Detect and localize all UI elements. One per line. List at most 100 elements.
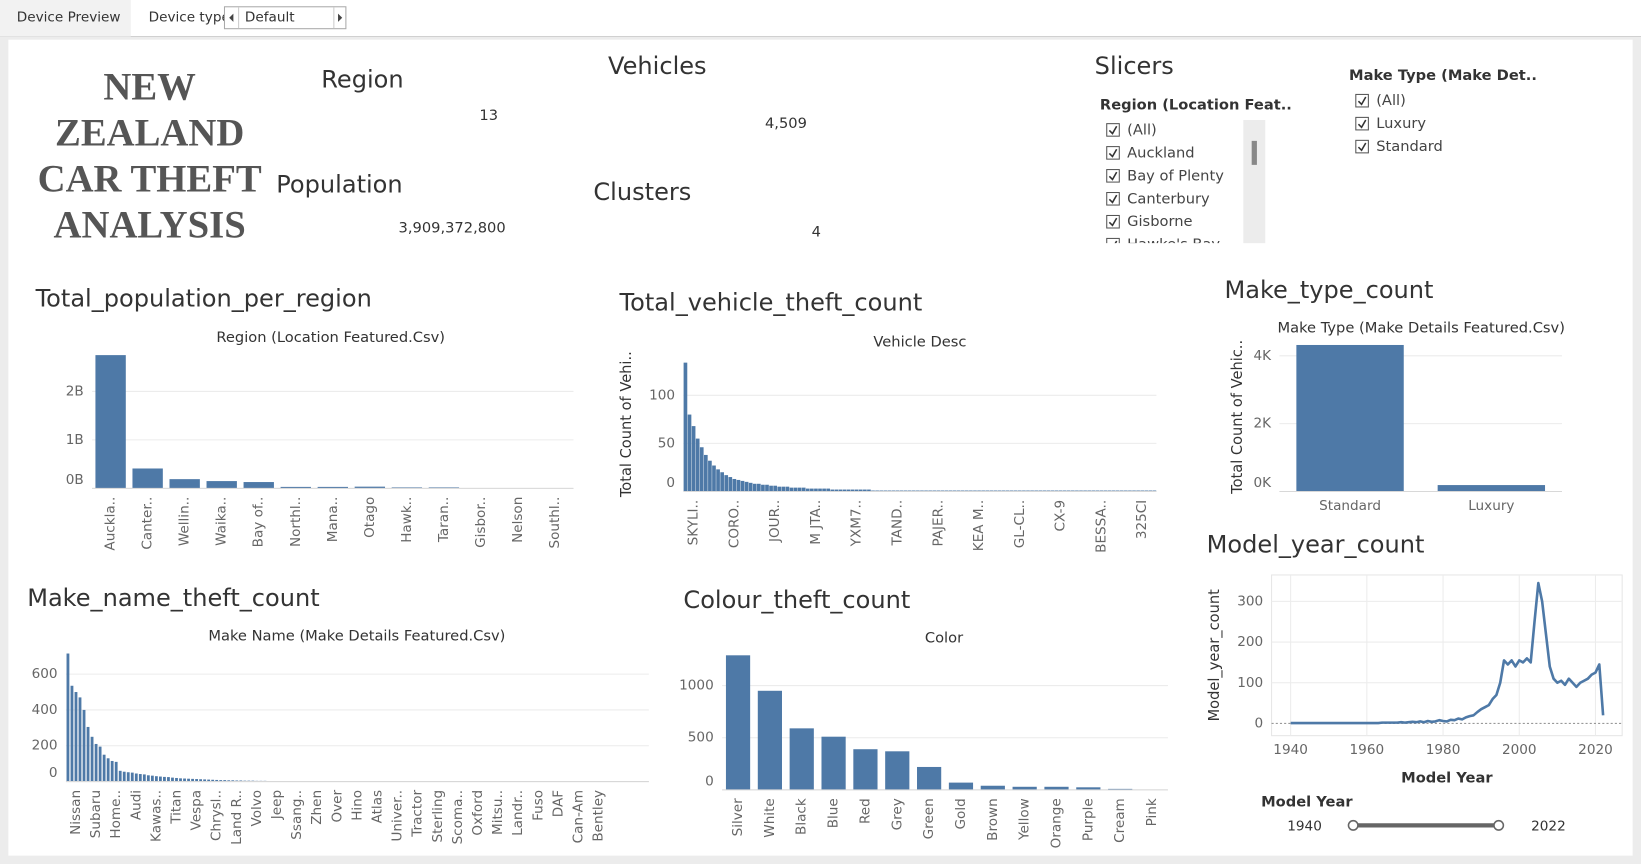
checkmark[interactable]	[1357, 142, 1367, 152]
checkbox[interactable]	[1106, 146, 1120, 160]
scrollbar-thumb[interactable]	[1251, 140, 1257, 165]
checkbox[interactable]	[1106, 169, 1120, 183]
bar	[797, 487, 802, 492]
bar	[146, 775, 150, 782]
checkbox[interactable]	[1355, 139, 1369, 154]
x-tick-label: Land R..	[229, 790, 245, 845]
x-tick-label: Scoma..	[450, 790, 466, 844]
x-tick-label: Atlas	[369, 790, 385, 823]
bar	[773, 485, 777, 492]
bar	[858, 489, 863, 492]
bar	[231, 780, 235, 782]
y-tick-label: 300	[1237, 593, 1263, 609]
checkmark[interactable]	[1108, 194, 1118, 204]
x-tick-label: YXM7..	[849, 500, 865, 548]
dashboard-title: NEW	[103, 67, 196, 109]
x-tick-label: GL-CL..	[1012, 500, 1028, 548]
x-tick-label: Blue	[826, 798, 842, 828]
x-tick-label: Southl..	[547, 497, 563, 549]
bar	[1437, 485, 1546, 492]
slicer-item[interactable]: Standard	[1376, 138, 1443, 155]
x-tick-label: 2000	[1502, 742, 1537, 758]
bar	[354, 486, 386, 489]
checkbox[interactable]	[1106, 214, 1120, 229]
filter-max: 2022	[1531, 818, 1566, 834]
slicer-item[interactable]: Canterbury	[1127, 190, 1210, 207]
bar	[744, 481, 749, 492]
bar	[863, 489, 867, 492]
x-tick-label: Oxford	[470, 790, 486, 836]
x-tick-label: Nissan	[68, 790, 84, 835]
slicer-item[interactable]: Auckland	[1127, 144, 1194, 161]
x-tick-label: Yellow	[1017, 798, 1033, 841]
x-tick-label: Tractor	[410, 790, 426, 838]
scrollbar-track[interactable]	[1243, 120, 1266, 244]
bar	[187, 778, 190, 782]
slicer-item[interactable]: (All)	[1127, 121, 1157, 138]
y-tick-label: 4K	[1253, 348, 1272, 364]
x-tick-label: 1960	[1350, 742, 1385, 758]
bar	[94, 743, 98, 782]
x-tick-label: Grey	[889, 798, 905, 830]
x-tick-label: Titan	[168, 790, 184, 825]
slicer-item[interactable]: Bay of Plenty	[1127, 167, 1224, 184]
x-tick-label: Canter..	[140, 497, 156, 550]
bar	[724, 475, 729, 492]
checkmark[interactable]	[1108, 217, 1118, 227]
checkbox[interactable]	[1106, 191, 1120, 206]
x-tick-label: Brown	[985, 798, 1001, 841]
bar	[150, 775, 154, 782]
bar	[243, 482, 274, 489]
y-tick-label: 100	[649, 387, 675, 403]
chart-title: Model_year_count	[1207, 531, 1425, 559]
bar	[917, 766, 942, 790]
tab[interactable]	[0, 0, 131, 37]
x-tick-label: Silver	[730, 798, 746, 836]
checkbox[interactable]	[1106, 123, 1120, 137]
x-tick-label: Northl..	[288, 497, 304, 547]
slicer-item[interactable]: (All)	[1376, 92, 1406, 109]
checkmark[interactable]	[1108, 125, 1118, 135]
chart-title: Total_population_per_region	[35, 285, 372, 313]
checkbox[interactable]	[1106, 237, 1120, 251]
checkbox[interactable]	[1355, 93, 1369, 108]
bar	[134, 773, 138, 782]
slicer-item[interactable]: Gisborne	[1127, 213, 1192, 230]
x-tick-label: TAND..	[889, 500, 905, 547]
slider-handle[interactable]	[1493, 819, 1505, 831]
checkmark[interactable]	[1108, 171, 1118, 181]
checkmark[interactable]	[1108, 148, 1118, 158]
kpi-value: 4	[812, 224, 821, 241]
bar	[1076, 787, 1101, 790]
device-type-value[interactable]: Default	[245, 10, 295, 26]
x-tick-label: Wellin..	[177, 497, 193, 546]
chart-title: Colour_theft_count	[683, 586, 910, 614]
bar	[846, 489, 851, 492]
slicer-item[interactable]: Hawke's Bay	[1127, 236, 1220, 253]
bar	[785, 486, 790, 492]
x-tick-label: 1980	[1426, 742, 1461, 758]
tab-label[interactable]: Device Preview	[17, 10, 121, 26]
checkmark[interactable]	[1357, 119, 1367, 129]
bar	[842, 489, 847, 492]
x-tick-label: DAF	[550, 790, 566, 817]
bar	[203, 779, 207, 782]
x-tick-label: Bentley	[591, 790, 607, 842]
plot-frame	[1271, 574, 1623, 737]
slider-handle[interactable]	[1347, 819, 1359, 831]
x-tick-label: Hawk..	[399, 497, 415, 543]
kpi-value: 3,909,372,800	[399, 220, 506, 237]
y-tick-label: 50	[658, 435, 675, 451]
bar	[154, 776, 158, 782]
bar	[86, 726, 90, 782]
slicer-item[interactable]: Luxury	[1376, 115, 1426, 132]
bar	[130, 772, 134, 782]
checkmark[interactable]	[1357, 96, 1367, 106]
bar	[74, 692, 78, 782]
bar	[850, 489, 855, 492]
bar	[169, 479, 200, 489]
device-type-select[interactable]	[223, 6, 347, 30]
bar	[810, 488, 814, 492]
checkbox[interactable]	[1355, 116, 1369, 131]
y-axis-title: Total Count of Vehi..	[618, 351, 635, 498]
